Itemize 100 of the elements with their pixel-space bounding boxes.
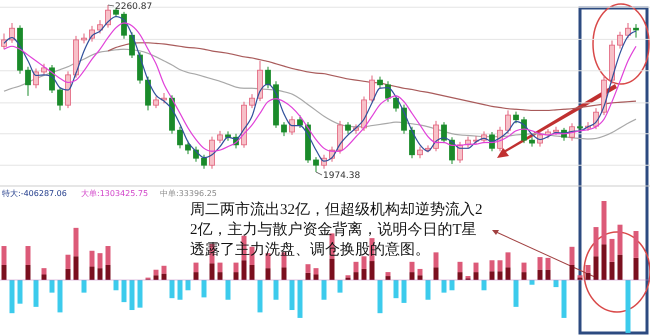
candlestick <box>617 31 623 50</box>
bar <box>386 272 390 276</box>
bar <box>34 280 38 307</box>
bar <box>90 250 94 267</box>
bar <box>570 246 574 265</box>
bar <box>402 280 406 303</box>
bar <box>594 227 598 256</box>
bar <box>450 280 454 290</box>
bar <box>506 267 510 280</box>
candlestick <box>33 68 39 89</box>
bar <box>482 280 486 290</box>
bar <box>618 224 622 255</box>
bar <box>426 280 430 300</box>
bar <box>594 256 598 280</box>
bar <box>234 262 238 272</box>
bar <box>26 246 30 265</box>
bar <box>234 272 238 280</box>
bar <box>354 262 358 272</box>
bar <box>546 258 550 270</box>
candlestick <box>401 104 407 134</box>
candlestick <box>81 32 87 44</box>
bar <box>186 280 190 290</box>
bar <box>274 280 278 300</box>
bar <box>82 280 86 293</box>
candlestick <box>49 64 55 94</box>
bar <box>522 262 526 272</box>
bar <box>306 272 310 280</box>
bar <box>42 268 46 274</box>
bar <box>522 272 526 280</box>
candlestick <box>529 136 535 148</box>
bar <box>10 280 14 314</box>
bar <box>202 280 206 298</box>
bar <box>458 262 462 272</box>
candlestick <box>513 111 519 124</box>
bar <box>242 260 246 280</box>
bar <box>106 246 110 265</box>
bar <box>74 228 78 256</box>
bar <box>514 280 518 307</box>
bar <box>570 264 574 280</box>
bar <box>74 256 78 280</box>
bar <box>218 262 222 272</box>
bar <box>610 262 614 280</box>
candlestick <box>57 86 63 111</box>
text: 特大:-406287.06 <box>2 189 67 198</box>
bar <box>58 280 62 312</box>
candlestick <box>265 66 271 89</box>
bar <box>626 280 630 333</box>
bar <box>538 257 542 270</box>
bar <box>554 280 558 288</box>
candlestick <box>281 122 287 137</box>
bar <box>98 253 102 268</box>
bar <box>434 252 438 268</box>
candlestick <box>97 20 103 34</box>
bar <box>130 280 134 310</box>
bar <box>210 263 214 280</box>
bar <box>362 256 366 269</box>
candlestick <box>417 146 423 159</box>
bar <box>498 260 502 272</box>
candlestick <box>297 114 303 128</box>
bar <box>498 271 502 280</box>
candlestick <box>625 22 631 39</box>
bar <box>250 264 254 280</box>
bar <box>218 272 222 280</box>
bar <box>226 280 230 300</box>
candlestick <box>41 63 47 76</box>
bar <box>602 244 606 280</box>
text: 大单:1303425.75 <box>81 189 148 198</box>
bar <box>562 280 566 318</box>
candlestick <box>185 140 191 155</box>
bar <box>178 280 182 300</box>
bar <box>410 272 414 280</box>
bar <box>90 266 94 280</box>
bar <box>122 280 126 302</box>
bar <box>362 268 366 280</box>
bar <box>66 268 70 280</box>
bar <box>162 274 166 280</box>
bar <box>194 262 198 272</box>
bar <box>306 264 310 273</box>
bar <box>42 274 46 280</box>
bar <box>290 280 294 310</box>
bar <box>618 254 622 280</box>
bar <box>354 272 358 280</box>
bar <box>2 264 6 280</box>
candlestick <box>433 120 439 152</box>
bar <box>546 270 550 280</box>
candlestick <box>25 66 31 96</box>
bar <box>338 280 342 293</box>
candlestick <box>249 94 255 109</box>
bar <box>266 268 270 280</box>
bar <box>50 280 54 293</box>
bar <box>418 268 422 276</box>
candlestick <box>345 122 351 134</box>
bar <box>26 264 30 280</box>
bar <box>370 261 374 280</box>
bar <box>114 280 118 290</box>
bar <box>298 280 302 318</box>
bar <box>170 280 174 298</box>
bar <box>586 272 590 280</box>
annotation: 2260.87 <box>115 2 152 12</box>
bar <box>330 258 334 280</box>
